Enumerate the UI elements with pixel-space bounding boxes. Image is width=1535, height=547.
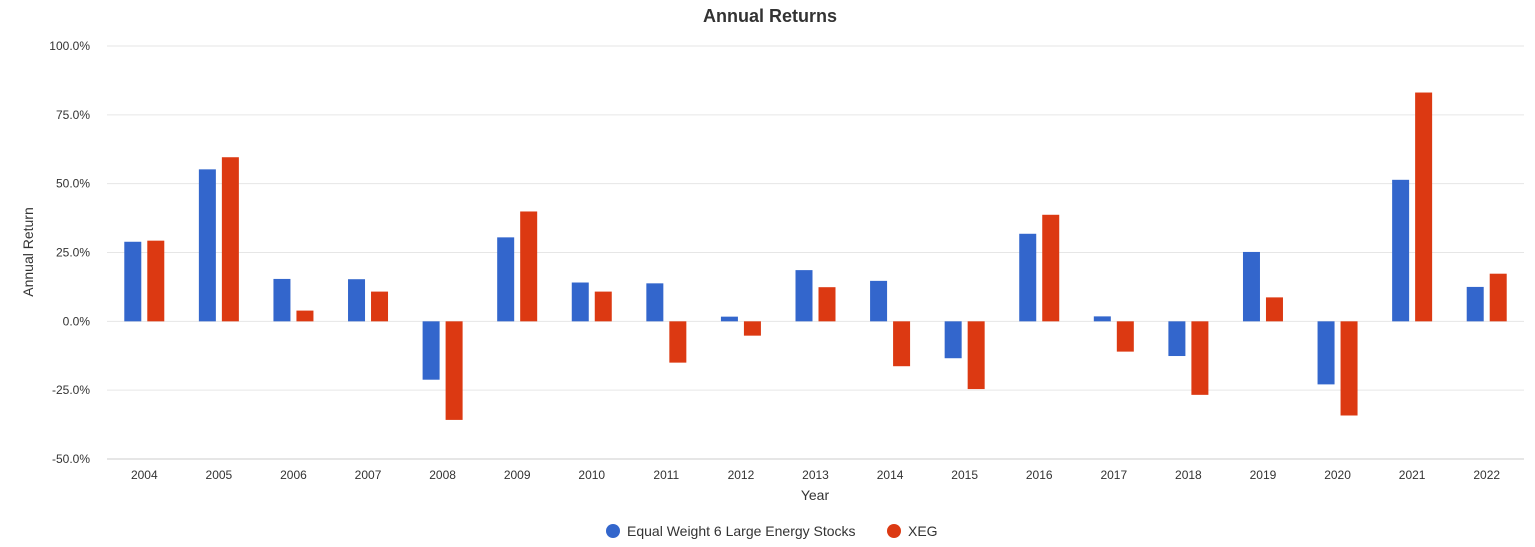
- chart-title: Annual Returns: [703, 6, 837, 26]
- x-tick-label: 2011: [653, 468, 679, 482]
- legend-item-label: XEG: [908, 523, 938, 539]
- bar-equal-weight-2018: [1168, 321, 1186, 357]
- bar-equal-weight-2012: [720, 316, 738, 322]
- x-tick-label: 2021: [1399, 468, 1426, 482]
- bar-equal-weight-2021: [1392, 179, 1410, 322]
- bar-equal-weight-2022: [1466, 286, 1484, 322]
- bar-equal-weight-2013: [795, 270, 813, 322]
- x-axis-label: Year: [801, 487, 830, 503]
- x-tick-label: 2007: [355, 468, 382, 482]
- x-tick-label: 2006: [280, 468, 307, 482]
- x-axis-ticks: 2004 2005 2006 2007 2008 2009 2010 2011 2012 2013…: [131, 468, 1500, 482]
- x-tick-label: 2012: [728, 468, 755, 482]
- bar-equal-weight-2006: [273, 278, 291, 322]
- bar-equal-weight-2010: [571, 282, 589, 322]
- bars: [124, 92, 1507, 420]
- bar-equal-weight-2009: [497, 237, 515, 322]
- bar-xeg-2016: [1042, 214, 1060, 322]
- legend-item-label: Equal Weight 6 Large Energy Stocks: [627, 523, 856, 539]
- bar-equal-weight-2005: [198, 169, 216, 322]
- bar-xeg-2020: [1340, 321, 1358, 416]
- x-tick-label: 2010: [578, 468, 605, 482]
- gridlines: [107, 45, 1524, 460]
- x-tick-label: 2013: [802, 468, 829, 482]
- bar-xeg-2013: [818, 287, 836, 322]
- bar-xeg-2014: [893, 321, 911, 367]
- x-tick-label: 2020: [1324, 468, 1351, 482]
- bar-equal-weight-2019: [1242, 251, 1260, 322]
- bar-xeg-2018: [1191, 321, 1209, 395]
- x-tick-label: 2009: [504, 468, 531, 482]
- x-tick-label: 2017: [1100, 468, 1127, 482]
- x-tick-label: 2016: [1026, 468, 1053, 482]
- y-tick-label: 75.0%: [56, 108, 90, 122]
- bar-equal-weight-2020: [1317, 321, 1335, 385]
- x-tick-label: 2018: [1175, 468, 1202, 482]
- bar-xeg-2006: [296, 310, 314, 322]
- bar-equal-weight-2015: [944, 321, 962, 359]
- x-tick-label: 2014: [877, 468, 904, 482]
- y-tick-label: -25.0%: [52, 383, 90, 397]
- y-axis-ticks: 100.0% 75.0% 50.0% 25.0% 0.0% -25.0% -50.0%: [49, 39, 90, 466]
- bar-xeg-2012: [743, 321, 761, 336]
- x-tick-label: 2004: [131, 468, 158, 482]
- bar-xeg-2004: [147, 240, 165, 322]
- bar-xeg-2019: [1265, 297, 1283, 322]
- bar-xeg-2015: [967, 321, 985, 390]
- x-tick-label: 2019: [1250, 468, 1277, 482]
- bar-xeg-2005: [221, 157, 239, 322]
- bar-xeg-2008: [445, 321, 463, 420]
- y-tick-label: 25.0%: [56, 246, 90, 260]
- bar-xeg-2017: [1116, 321, 1134, 352]
- bar-xeg-2011: [669, 321, 687, 363]
- bar-equal-weight-2007: [348, 279, 366, 322]
- y-tick-label: 50.0%: [56, 177, 90, 191]
- bar-xeg-2007: [371, 291, 389, 322]
- legend-marker-icon: [887, 524, 901, 538]
- legend: Equal Weight 6 Large Energy Stocks XEG: [606, 523, 938, 539]
- x-tick-label: 2015: [951, 468, 978, 482]
- legend-marker-icon: [606, 524, 620, 538]
- bar-xeg-2022: [1489, 273, 1507, 322]
- x-tick-label: 2005: [206, 468, 233, 482]
- bar-xeg-2010: [594, 291, 612, 322]
- y-tick-label: 0.0%: [63, 314, 91, 328]
- bar-equal-weight-2004: [124, 241, 142, 322]
- x-tick-label: 2022: [1473, 468, 1500, 482]
- bar-xeg-2009: [520, 211, 538, 322]
- bar-xeg-2021: [1415, 92, 1433, 322]
- y-tick-label: -50.0%: [52, 452, 90, 466]
- bar-equal-weight-2011: [646, 283, 664, 322]
- x-tick-label: 2008: [429, 468, 456, 482]
- y-axis-label: Annual Return: [20, 207, 36, 297]
- bar-equal-weight-2008: [422, 321, 440, 380]
- bar-equal-weight-2014: [870, 280, 888, 322]
- bar-equal-weight-2017: [1093, 316, 1111, 322]
- bar-equal-weight-2016: [1019, 233, 1037, 322]
- y-tick-label: 100.0%: [49, 39, 90, 53]
